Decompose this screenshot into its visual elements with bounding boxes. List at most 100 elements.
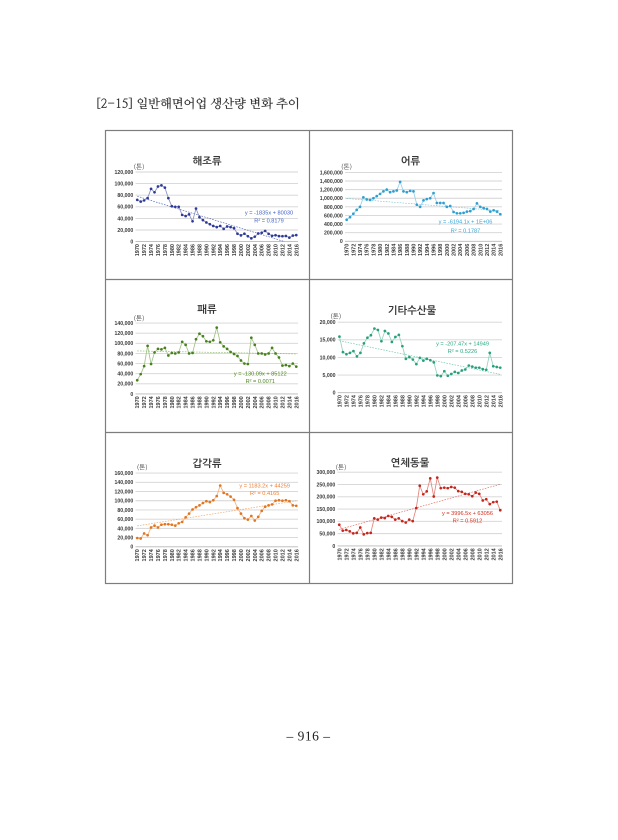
- svg-text:60,000: 60,000: [117, 361, 133, 367]
- svg-text:1990: 1990: [411, 244, 417, 256]
- svg-text:1992: 1992: [211, 549, 217, 561]
- svg-text:y = 1183.2x + 44259: y = 1183.2x + 44259: [239, 484, 290, 490]
- svg-text:1992: 1992: [418, 244, 424, 256]
- svg-text:1978: 1978: [163, 244, 169, 256]
- svg-text:2004: 2004: [456, 394, 462, 407]
- svg-text:1984: 1984: [386, 547, 392, 560]
- svg-text:1986: 1986: [393, 548, 399, 560]
- svg-text:2010: 2010: [274, 549, 280, 561]
- svg-text:2000: 2000: [239, 549, 245, 561]
- svg-text:600,000: 600,000: [324, 213, 343, 219]
- svg-text:1972: 1972: [142, 549, 148, 561]
- svg-text:2000: 2000: [239, 244, 245, 256]
- svg-text:1,400,000: 1,400,000: [320, 179, 343, 185]
- svg-text:1974: 1974: [149, 548, 155, 561]
- svg-text:1984: 1984: [386, 394, 392, 407]
- svg-text:1972: 1972: [344, 548, 350, 560]
- svg-text:1988: 1988: [405, 244, 411, 256]
- svg-text:2016: 2016: [294, 549, 300, 561]
- svg-text:1988: 1988: [400, 548, 406, 560]
- svg-text:1970: 1970: [135, 396, 141, 408]
- svg-text:800,000: 800,000: [324, 205, 343, 211]
- svg-text:1970: 1970: [337, 548, 343, 560]
- svg-text:1976: 1976: [156, 549, 162, 561]
- svg-text:1986: 1986: [191, 244, 197, 256]
- svg-text:1998: 1998: [438, 244, 444, 256]
- svg-text:1976: 1976: [156, 244, 162, 256]
- svg-text:1992: 1992: [211, 396, 217, 408]
- svg-text:120,000: 120,000: [115, 489, 134, 495]
- svg-text:300,000: 300,000: [317, 470, 336, 476]
- svg-text:2006: 2006: [465, 244, 471, 256]
- svg-text:2000: 2000: [442, 395, 448, 407]
- svg-text:2014: 2014: [491, 394, 497, 407]
- svg-text:1988: 1988: [197, 549, 203, 561]
- svg-text:200,000: 200,000: [317, 495, 336, 501]
- svg-text:2012: 2012: [485, 244, 491, 256]
- svg-text:y = -207.47x + 14949: y = -207.47x + 14949: [436, 342, 489, 348]
- svg-text:y = -1835x + 80030: y = -1835x + 80030: [245, 210, 293, 216]
- svg-text:15,000: 15,000: [320, 338, 336, 344]
- svg-text:0: 0: [130, 392, 133, 398]
- svg-text:1980: 1980: [372, 395, 378, 407]
- svg-text:2014: 2014: [491, 547, 497, 560]
- svg-text:1,000,000: 1,000,000: [320, 196, 343, 202]
- svg-text:2014: 2014: [287, 243, 293, 256]
- svg-text:200,000: 200,000: [324, 231, 343, 237]
- svg-text:0: 0: [340, 239, 343, 245]
- svg-text:R² = 0.5912: R² = 0.5912: [453, 518, 482, 524]
- svg-text:2014: 2014: [287, 548, 293, 561]
- svg-text:1998: 1998: [232, 396, 238, 408]
- svg-text:R² = 0.8179: R² = 0.8179: [254, 219, 283, 225]
- svg-text:1992: 1992: [414, 548, 420, 560]
- svg-text:2010: 2010: [274, 244, 280, 256]
- svg-text:2000: 2000: [445, 244, 451, 256]
- svg-text:1990: 1990: [204, 549, 210, 561]
- svg-text:5,000: 5,000: [323, 373, 336, 379]
- svg-text:1994: 1994: [425, 243, 431, 256]
- svg-text:1972: 1972: [351, 244, 357, 256]
- svg-text:1974: 1974: [149, 243, 155, 256]
- svg-text:1994: 1994: [421, 394, 427, 407]
- svg-text:1982: 1982: [379, 548, 385, 560]
- svg-text:1990: 1990: [204, 244, 210, 256]
- svg-text:1984: 1984: [184, 395, 190, 408]
- svg-text:1978: 1978: [163, 396, 169, 408]
- svg-text:1978: 1978: [371, 244, 377, 256]
- svg-text:1992: 1992: [414, 395, 420, 407]
- svg-text:1980: 1980: [170, 244, 176, 256]
- svg-text:1990: 1990: [407, 395, 413, 407]
- svg-text:20,000: 20,000: [320, 320, 336, 326]
- svg-text:1974: 1974: [351, 547, 357, 560]
- svg-text:2008: 2008: [267, 396, 273, 408]
- svg-text:1986: 1986: [191, 549, 197, 561]
- svg-text:0: 0: [333, 391, 336, 397]
- svg-text:40,000: 40,000: [117, 526, 133, 532]
- svg-text:2012: 2012: [484, 395, 490, 407]
- svg-text:1982: 1982: [177, 549, 183, 561]
- svg-text:1996: 1996: [225, 396, 231, 408]
- svg-text:1982: 1982: [379, 395, 385, 407]
- svg-text:1988: 1988: [197, 396, 203, 408]
- svg-text:1974: 1974: [351, 394, 357, 407]
- svg-text:1998: 1998: [232, 244, 238, 256]
- svg-text:80,000: 80,000: [117, 508, 133, 514]
- svg-text:80,000: 80,000: [117, 351, 133, 357]
- svg-text:1990: 1990: [204, 396, 210, 408]
- svg-text:1972: 1972: [142, 396, 148, 408]
- svg-text:1980: 1980: [170, 549, 176, 561]
- svg-text:1982: 1982: [177, 396, 183, 408]
- svg-text:1976: 1976: [358, 395, 364, 407]
- svg-text:2016: 2016: [294, 244, 300, 256]
- svg-text:2002: 2002: [246, 396, 252, 408]
- svg-text:2016: 2016: [294, 396, 300, 408]
- svg-text:1982: 1982: [177, 244, 183, 256]
- svg-text:2008: 2008: [470, 395, 476, 407]
- svg-text:2006: 2006: [463, 395, 469, 407]
- svg-text:10,000: 10,000: [320, 355, 336, 361]
- svg-text:2004: 2004: [456, 547, 462, 560]
- svg-text:2004: 2004: [253, 395, 259, 408]
- svg-text:2002: 2002: [246, 244, 252, 256]
- svg-text:2016: 2016: [498, 395, 504, 407]
- svg-text:2012: 2012: [484, 548, 490, 560]
